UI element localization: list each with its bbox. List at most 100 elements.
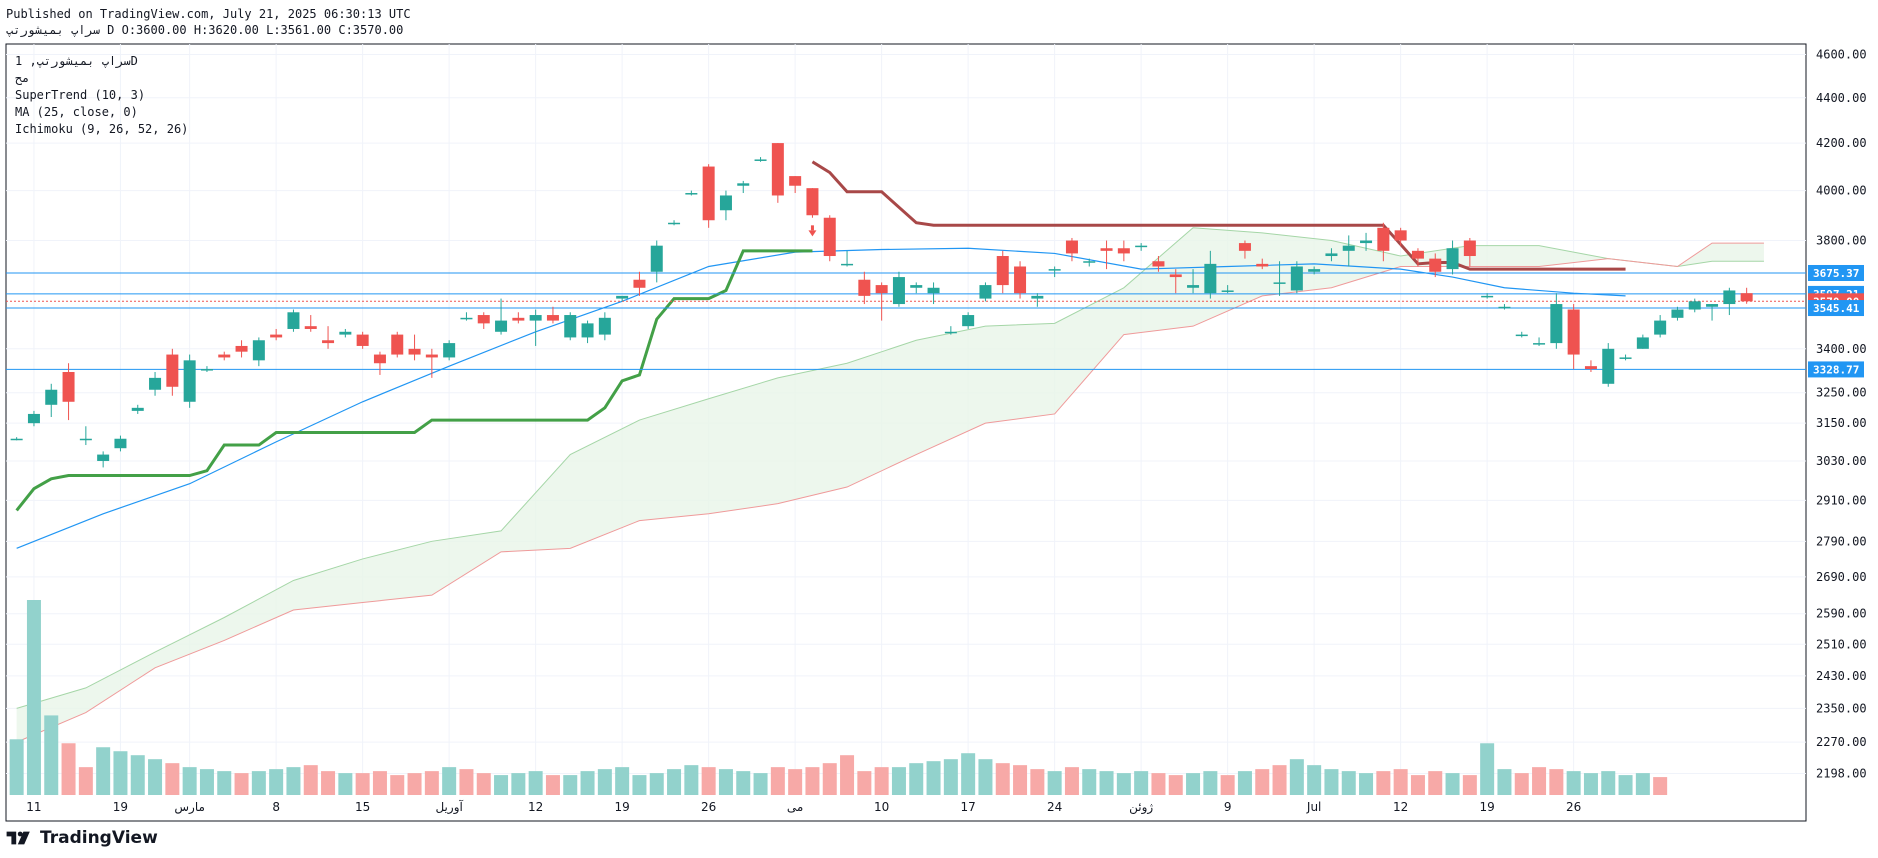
volume-bar xyxy=(1566,771,1581,795)
candle-body xyxy=(875,285,888,294)
volume-bar xyxy=(926,761,941,795)
volume-bar xyxy=(182,767,197,795)
candle-body xyxy=(391,334,404,355)
volume-bar xyxy=(407,773,422,795)
volume-bar xyxy=(978,759,993,795)
volume-bar xyxy=(805,767,820,795)
candle-body xyxy=(339,331,352,335)
candle-body xyxy=(287,312,300,329)
candle-body xyxy=(823,217,836,257)
volume-bar xyxy=(1376,771,1391,795)
candle-body xyxy=(1411,250,1424,259)
candle-body xyxy=(1567,309,1580,355)
candle-body xyxy=(218,354,231,358)
volume-bar xyxy=(753,773,768,795)
candle-body xyxy=(149,377,162,390)
legend-ichimoku[interactable]: Ichimoku (9, 26, 52, 26) xyxy=(15,122,189,136)
candle-body xyxy=(97,454,110,461)
candle-body xyxy=(1602,348,1615,384)
candle-body xyxy=(443,343,456,358)
volume-bar xyxy=(1272,765,1287,795)
x-tick-label: ژوئن xyxy=(1129,800,1153,815)
volume-bar xyxy=(1289,759,1304,795)
candle-body xyxy=(1584,366,1597,370)
volume-bar xyxy=(1082,769,1097,795)
volume-bar xyxy=(822,763,837,795)
candle-body xyxy=(1740,293,1753,302)
volume-bar xyxy=(857,771,872,795)
candle-body xyxy=(789,176,802,186)
candle-body xyxy=(841,263,854,266)
volume-bar xyxy=(355,773,370,795)
volume-bar xyxy=(649,773,664,795)
volume-bar xyxy=(1116,773,1131,795)
volume-bar xyxy=(736,771,751,795)
y-tick-label: 3030.00 xyxy=(1816,454,1867,468)
candle-body xyxy=(477,315,490,324)
volume-bar xyxy=(597,769,612,795)
volume-bar xyxy=(26,600,41,795)
y-tick-label: 4400.00 xyxy=(1816,91,1867,105)
x-tick-label: 26 xyxy=(1566,800,1581,814)
candles xyxy=(10,143,1753,468)
cloud-span-b xyxy=(16,242,1764,743)
candle-body xyxy=(1342,245,1355,251)
volume-bar xyxy=(563,775,578,795)
candle-body xyxy=(616,295,629,299)
volume-bar xyxy=(1514,773,1529,795)
y-tick-label: 3800.00 xyxy=(1816,234,1867,248)
candle-body xyxy=(1533,343,1546,345)
candle-body xyxy=(270,334,283,338)
legend-supertrend[interactable]: SuperTrend (10, 3) xyxy=(15,88,146,102)
volume-bar xyxy=(1341,771,1356,795)
volume-bar xyxy=(459,769,474,795)
volume-bar xyxy=(615,767,630,795)
candle-body xyxy=(1100,248,1113,251)
candle-body xyxy=(1671,309,1684,318)
volume-bar xyxy=(1237,771,1252,795)
candle-body xyxy=(408,348,421,355)
signal-markers xyxy=(808,225,817,237)
volume-bar xyxy=(286,767,301,795)
candle-body xyxy=(529,315,542,321)
volume-bar xyxy=(338,773,353,795)
volume-bar xyxy=(269,769,284,795)
sell-signal-arrow xyxy=(808,230,817,237)
volume-bar xyxy=(1549,769,1564,795)
candle-body xyxy=(252,340,265,361)
x-tick-label: 26 xyxy=(701,800,716,814)
candle-body xyxy=(754,159,767,161)
volume-bar xyxy=(494,775,509,795)
y-tick-label: 3250.00 xyxy=(1816,386,1867,400)
horizontal-lines xyxy=(6,272,1806,370)
candle-body xyxy=(1394,230,1407,241)
x-tick-label: 8 xyxy=(272,800,280,814)
candle-body xyxy=(114,438,127,449)
header-symbol: سراپ بمیشورتپ xyxy=(6,23,100,37)
volume-bar xyxy=(199,769,214,795)
candle-body xyxy=(581,323,594,338)
volume-bar xyxy=(1307,765,1322,795)
volume-bar xyxy=(1013,765,1028,795)
x-tick-label: 12 xyxy=(528,800,543,814)
tradingview-logo[interactable]: TradingView xyxy=(6,828,158,848)
candle-body xyxy=(1152,261,1165,267)
x-tick-label: می xyxy=(787,800,803,814)
volume-bar xyxy=(1324,769,1339,795)
volume-bar xyxy=(9,739,24,795)
volume-bar xyxy=(1618,775,1633,795)
candle-body xyxy=(685,193,698,195)
volume-bar xyxy=(1428,771,1443,795)
volume-bar xyxy=(476,773,491,795)
candle-body xyxy=(1308,269,1321,272)
volume-bar xyxy=(303,765,318,795)
volume-bar xyxy=(1134,771,1149,795)
candle-body xyxy=(546,315,559,321)
candle-body xyxy=(356,334,369,346)
candle-body xyxy=(79,438,92,441)
y-tick-label: 3150.00 xyxy=(1816,416,1867,430)
candle-body xyxy=(1325,253,1338,257)
volume-bar xyxy=(511,773,526,795)
legend-ma[interactable]: MA (25, close, 0) xyxy=(15,105,138,119)
